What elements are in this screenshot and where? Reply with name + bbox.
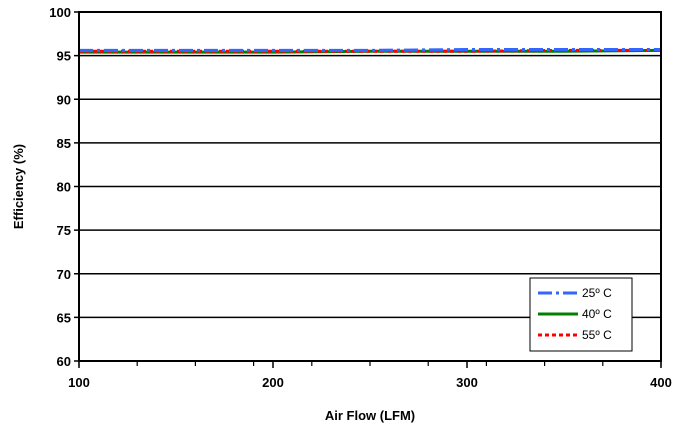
x-tick-label-400: 400 xyxy=(650,375,672,390)
y-tick-label-85: 85 xyxy=(57,136,71,151)
plot-frame xyxy=(78,11,662,362)
y-tick-label-65: 65 xyxy=(57,310,71,325)
legend-label-1: 40º C xyxy=(582,307,612,321)
y-tick-label-100: 100 xyxy=(49,5,71,20)
series-lines xyxy=(79,48,662,54)
y-tick-label-60: 60 xyxy=(57,354,71,369)
x-tick-label-200: 200 xyxy=(262,375,284,390)
y-tick-label-80: 80 xyxy=(57,180,71,195)
y-tick-labels: 60 65 70 75 80 85 90 95 100 xyxy=(49,5,71,369)
y-tick-label-75: 75 xyxy=(57,223,71,238)
series-line-0 xyxy=(79,48,661,52)
x-tick-label-100: 100 xyxy=(68,375,90,390)
x-tick-label-300: 300 xyxy=(456,375,478,390)
x-tick-labels: 100 200 300 400 xyxy=(68,375,672,390)
x-axis-title: Air Flow (LFM) xyxy=(325,408,415,423)
y-tick-label-95: 95 xyxy=(57,49,71,64)
legend: 25º C 40º C 55º C xyxy=(529,277,633,352)
y-axis-title: Efficiency (%) xyxy=(11,144,26,229)
y-tick-label-70: 70 xyxy=(57,267,71,282)
y-tick-label-90: 90 xyxy=(57,92,71,107)
legend-label-2: 55º C xyxy=(582,328,612,342)
legend-label-0: 25º C xyxy=(582,286,612,300)
